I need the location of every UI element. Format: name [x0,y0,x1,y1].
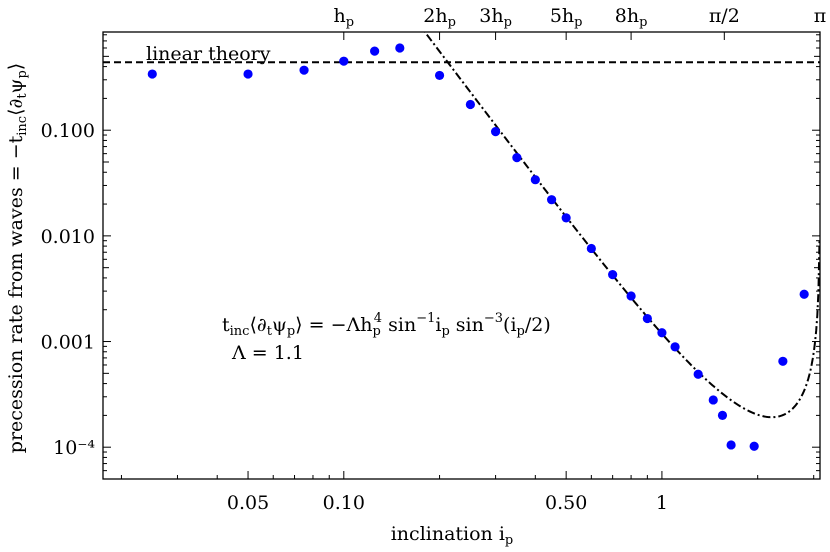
top-tick-label: 3hp [479,5,512,30]
y-tick-label: 0.010 [41,226,95,248]
data-point [693,369,703,379]
top-tick-label: π/2 [709,5,740,27]
data-point [726,440,736,450]
x-axis-title: inclination ip [391,523,514,548]
top-tick-label: 5hp [550,5,583,30]
plot-area [103,32,820,451]
top-tick-label: 8hp [615,5,648,30]
data-point [370,46,380,56]
data-point [608,269,618,280]
y-tick-label: 10⁻⁴ [53,437,95,459]
data-point [657,328,667,338]
top-tick-label: π [814,5,827,27]
data-point [530,175,540,185]
x-tick-label: 0.05 [227,492,269,514]
axis-ticks: 0.05 0.10 0.50 1 0.100 0.010 0.001 10⁻⁴ hp 2hp 3hp… [41,5,827,514]
data-point [434,70,445,81]
data-point [626,291,636,301]
data-point [299,65,309,75]
data-point [717,410,728,420]
data-point [395,43,405,53]
x-tick-label: 0.50 [545,492,587,514]
data-point [708,395,718,405]
y-tick-label: 0.100 [41,120,95,142]
data-point [546,195,557,205]
y-axis-title: precession rate from waves = −tinc⟨∂tψp⟩ [5,63,30,453]
y-tick-label: 0.001 [41,332,95,354]
lambda-annotation: Λ = 1.1 [231,342,304,364]
data-point [670,342,680,352]
x-tick-label: 1 [656,492,668,514]
top-tick-label: hp [334,5,355,30]
data-point [339,56,349,66]
data-point [586,243,596,254]
data-point [490,127,501,137]
data-point [642,313,652,324]
linear-theory-label: linear theory [146,43,271,65]
theory-curve [423,32,820,419]
data-point [465,99,475,110]
data-point [561,213,571,223]
data-point [749,441,759,451]
plot-frame [102,31,821,480]
data-point [799,289,809,299]
data-point [778,356,788,366]
formula-annotation: tinc⟨∂tψp⟩ = −Λhp4 sin−1ip sin−3(ip/2) [222,311,551,339]
top-tick-label: 2hp [423,5,456,30]
data-point [147,69,157,79]
data-point [512,153,522,163]
x-tick-label: 0.10 [323,492,365,514]
data-point [243,69,253,79]
